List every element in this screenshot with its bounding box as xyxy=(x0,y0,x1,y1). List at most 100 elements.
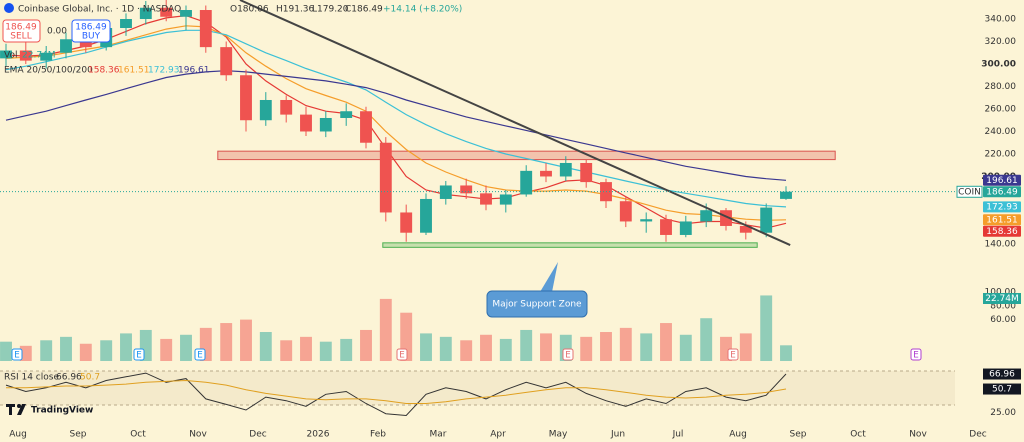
candle-body xyxy=(0,50,12,59)
event-label: E xyxy=(565,351,571,361)
price-badge xyxy=(983,225,1021,237)
plot xyxy=(0,0,955,417)
candle-body xyxy=(300,114,312,132)
candle-body xyxy=(780,191,792,199)
x-tick-label: Nov xyxy=(909,430,927,440)
event-marker[interactable] xyxy=(133,348,145,361)
volume-bar xyxy=(520,329,533,361)
volume-legend: Vol xyxy=(4,51,17,61)
volume-bar xyxy=(499,338,512,361)
logo xyxy=(4,3,14,13)
callout-pointer xyxy=(540,262,558,292)
volume-bar xyxy=(460,340,473,361)
event-marker[interactable] xyxy=(396,348,408,361)
symbol-badge xyxy=(956,185,983,198)
y-tick-label: 340.00 xyxy=(985,15,1017,25)
candle-body xyxy=(240,75,252,121)
logo-mark xyxy=(17,404,21,408)
ohlc: O180.06 xyxy=(230,5,269,15)
volume-bar xyxy=(720,336,732,361)
candle-body xyxy=(160,7,173,17)
rsi-band xyxy=(0,371,955,405)
volume-tick-label: 60.00 xyxy=(990,315,1016,325)
volume-bar xyxy=(739,333,752,361)
trendline xyxy=(239,0,791,246)
rsi-legend-value: 66.96 xyxy=(56,373,82,383)
y-tick-label: 260.00 xyxy=(985,104,1017,114)
volume-bar xyxy=(559,334,572,361)
event-label: E xyxy=(399,351,405,361)
y-tick-label: 320.00 xyxy=(985,37,1017,47)
spread: 0.00 xyxy=(47,27,67,37)
ema-legend-value: 161.51 xyxy=(118,66,150,76)
volume-legend-value: 22.74M xyxy=(22,51,56,61)
zone xyxy=(217,150,836,161)
event-marker[interactable] xyxy=(910,348,922,361)
candle-body xyxy=(400,212,413,233)
volume-bar xyxy=(660,323,672,361)
volume-bar xyxy=(100,340,113,361)
rsi-legend: RSI 14 close xyxy=(4,373,59,383)
rsi-badge-label: 50.7 xyxy=(992,385,1012,395)
logo-mark xyxy=(9,404,12,415)
volume-bar xyxy=(760,295,773,361)
event-label: E xyxy=(197,351,203,361)
price-badge-label: 172.93 xyxy=(986,202,1018,212)
x-tick-label: Apr xyxy=(490,430,506,440)
buy-button[interactable] xyxy=(71,19,111,43)
candle-body xyxy=(120,19,132,29)
x-tick-label: Sep xyxy=(790,430,807,440)
candle-body xyxy=(520,170,533,195)
volume-bar xyxy=(300,336,312,361)
volume-bar xyxy=(220,323,233,361)
price-badge xyxy=(983,201,1021,213)
x-tick-label: Jun xyxy=(610,430,625,440)
buy-price: 186.49 xyxy=(75,23,107,33)
volume-tick-label: 80.00 xyxy=(990,301,1016,311)
volume-badge xyxy=(983,293,1021,304)
sell-button[interactable] xyxy=(2,19,41,43)
symbol-badge-label: COIN xyxy=(958,187,981,197)
y-tick-label: 280.00 xyxy=(985,82,1017,92)
y-tick-label: 140.00 xyxy=(985,239,1017,249)
candle-body xyxy=(499,194,512,205)
candle-body xyxy=(700,210,713,222)
event-label: E xyxy=(730,351,736,361)
candle-body xyxy=(79,39,92,48)
volume-bar xyxy=(160,338,173,361)
candle-body xyxy=(319,117,332,132)
volume-bar xyxy=(139,329,152,361)
ohlc: L179.20 xyxy=(312,5,349,15)
logo-mark xyxy=(17,404,26,415)
volume-bar xyxy=(19,345,32,361)
candle-body xyxy=(559,162,572,177)
x-tick-label: Feb xyxy=(370,430,386,440)
ema-line xyxy=(5,29,787,208)
watermark: TradingView xyxy=(31,406,93,416)
volume-bar xyxy=(60,336,72,361)
event-marker[interactable] xyxy=(562,348,574,361)
volume-bar xyxy=(120,333,132,361)
x-tick-label: Dec xyxy=(249,430,266,440)
x-tick-label: Aug xyxy=(9,430,27,440)
volume-bar xyxy=(199,327,212,361)
candle-body xyxy=(199,10,212,48)
rsi-badge-label: 66.96 xyxy=(989,370,1015,380)
volume-bar xyxy=(420,333,432,361)
candle-body xyxy=(540,170,552,177)
candle-body xyxy=(439,185,452,199)
event-marker[interactable] xyxy=(194,348,206,361)
rsi-legend-ma: 50.7 xyxy=(80,373,100,383)
event-label: E xyxy=(14,351,20,361)
volume-badge-label: 22.74M xyxy=(985,294,1019,304)
event-marker[interactable] xyxy=(11,348,23,361)
x-tick-label: Aug xyxy=(729,430,747,440)
event-marker[interactable] xyxy=(727,348,739,361)
volume-bar xyxy=(379,298,392,361)
volume-bar xyxy=(600,332,612,361)
volume-bar xyxy=(540,333,552,361)
candle-body xyxy=(180,10,192,17)
